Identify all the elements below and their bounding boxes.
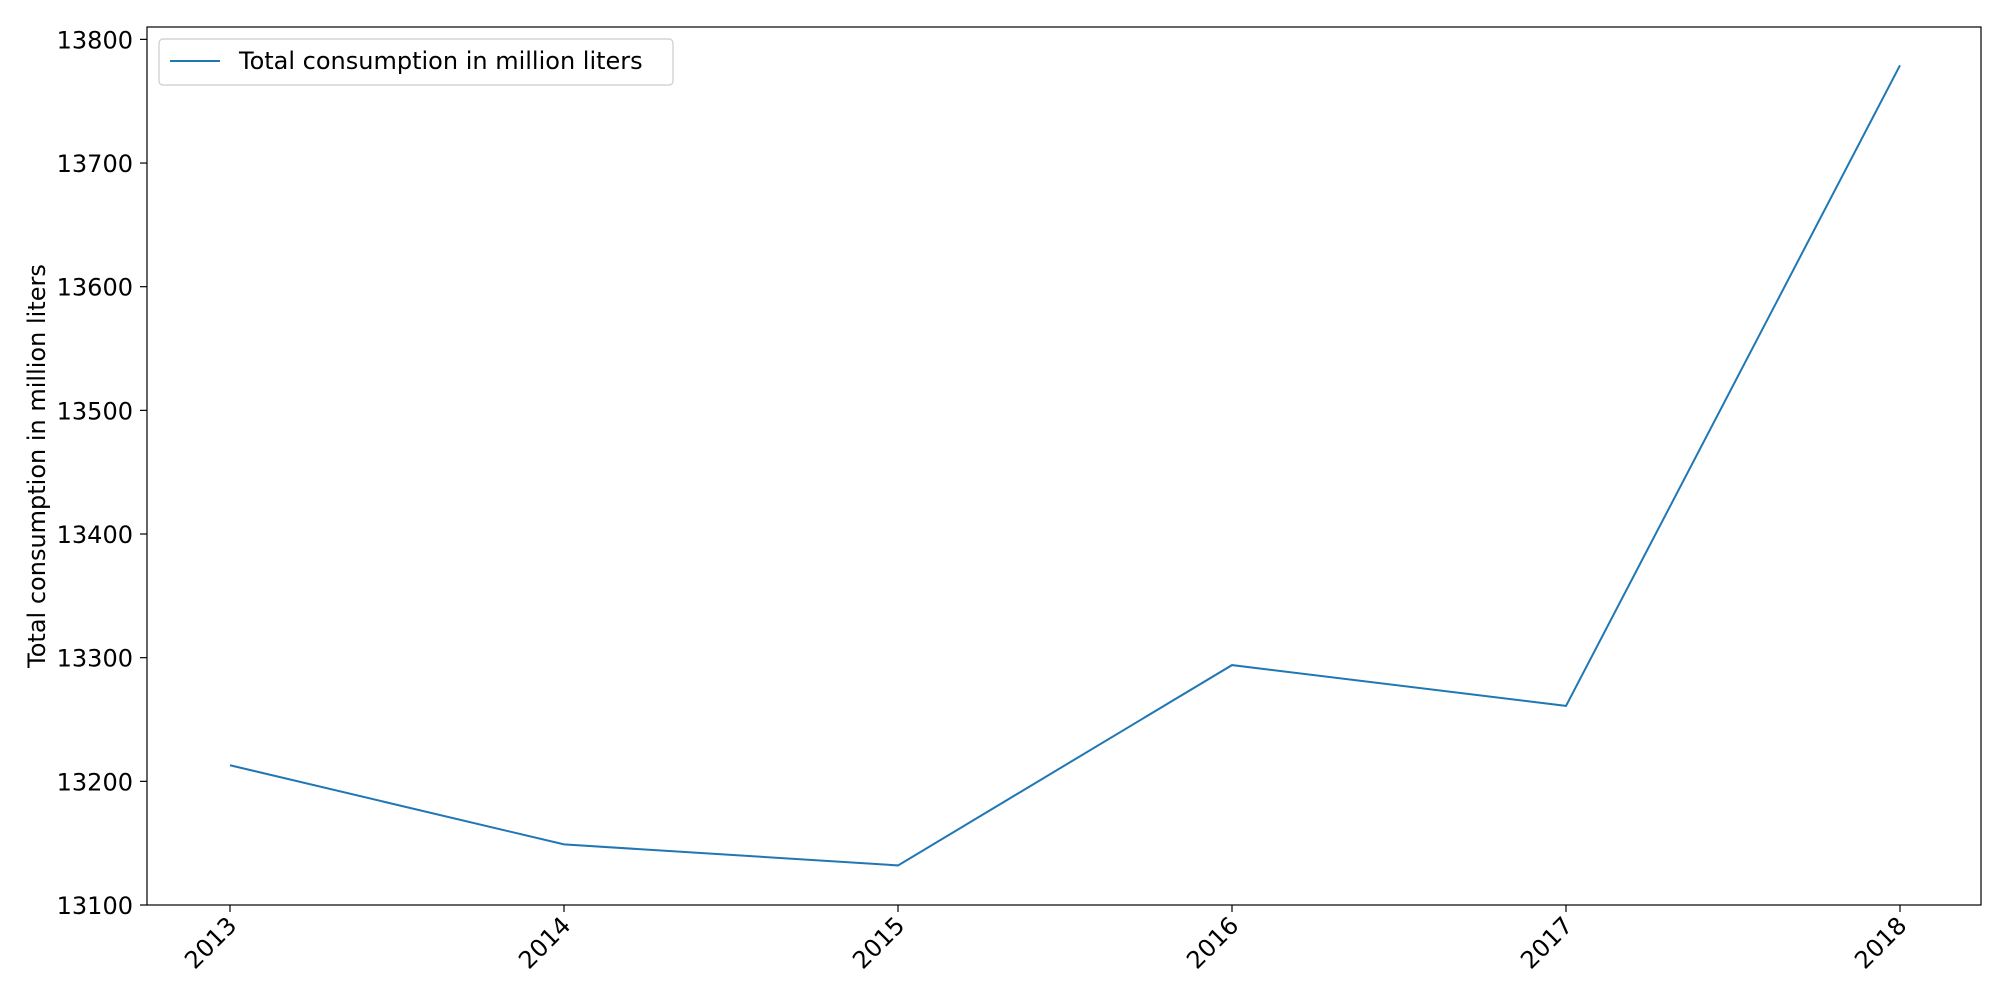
plot-area (147, 27, 1981, 905)
y-tick-label: 13800 (57, 26, 133, 54)
y-tick-label: 13700 (57, 150, 133, 178)
y-tick-label: 13500 (57, 397, 133, 425)
series-line (229, 64, 1901, 867)
x-tick-label: 2016 (1181, 911, 1244, 974)
y-tick-label: 13600 (57, 274, 133, 302)
y-axis-label: Total consumption in million liters (23, 264, 51, 669)
y-tick-label: 13400 (57, 521, 133, 549)
x-tick-label: 2015 (847, 911, 910, 974)
x-tick-label: 2013 (179, 911, 242, 974)
x-axis-ticks: 2013 2014 2015 2016 2017 2018 (179, 905, 1912, 974)
plot-frame (146, 26, 1982, 906)
y-tick-label: 13100 (57, 892, 133, 920)
y-tick-label: 13300 (57, 645, 133, 673)
y-tick-label: 13200 (57, 768, 133, 796)
y-axis-ticks: 13100 13200 13300 13400 13500 13600 13700 13800 (57, 26, 147, 920)
x-tick-label: 2014 (513, 911, 576, 974)
legend-box (158, 38, 674, 86)
x-tick-label: 2017 (1515, 911, 1578, 974)
legend: Total consumption in million liters (158, 38, 674, 86)
x-tick-label: 2018 (1849, 911, 1912, 974)
legend-label: Total consumption in million liters (238, 47, 643, 75)
series-layer (229, 64, 1901, 867)
